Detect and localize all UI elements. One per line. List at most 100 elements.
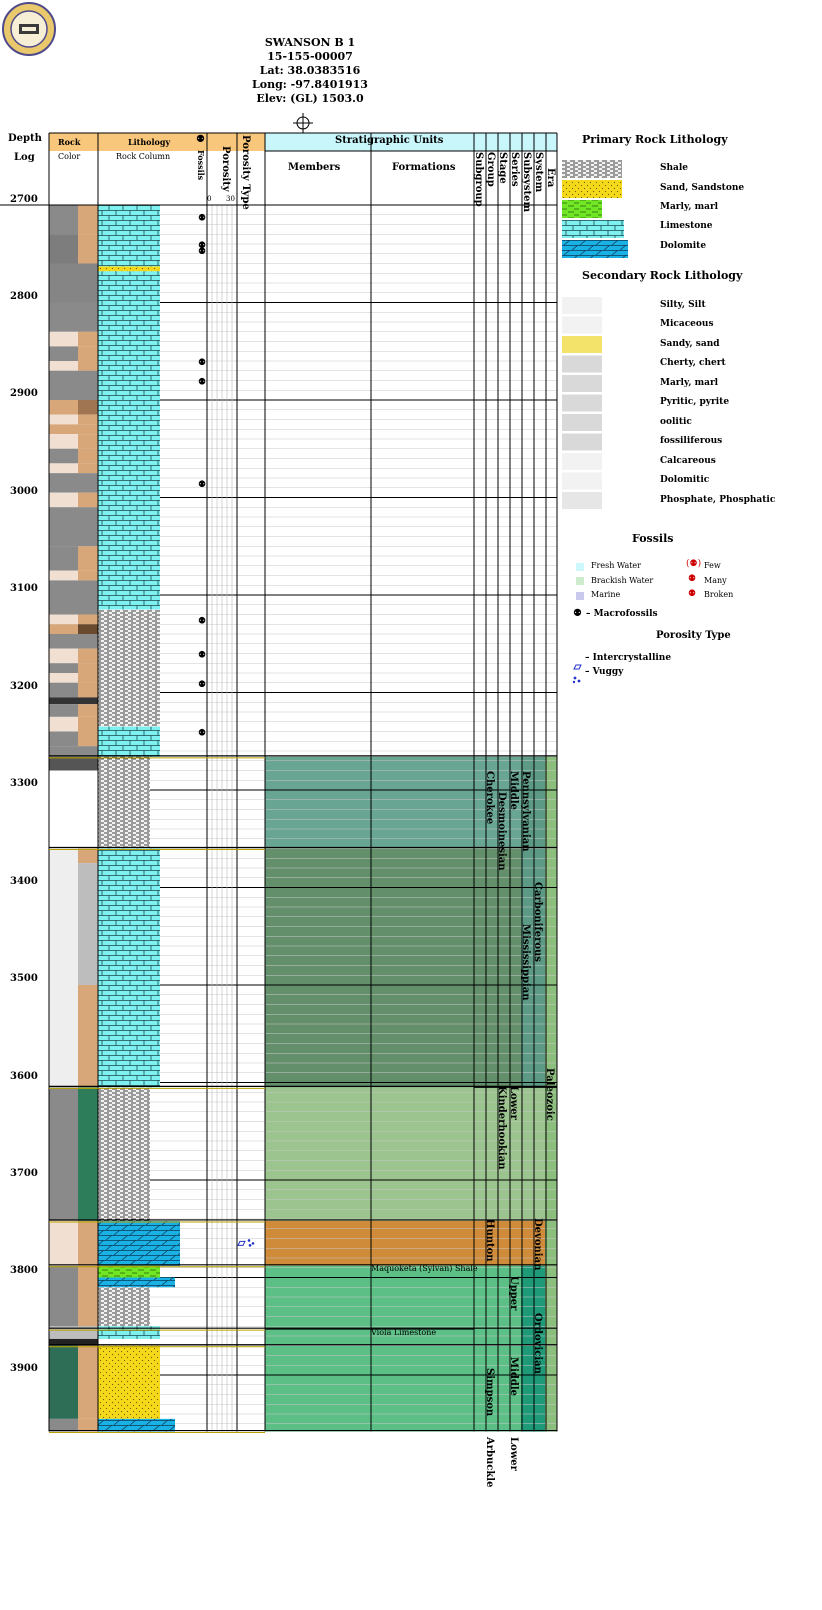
rock-color-cell <box>78 1265 98 1327</box>
primary-swatches <box>562 160 628 258</box>
lithology-bed <box>98 1220 180 1266</box>
rock-color-cell <box>78 863 98 985</box>
rock-color-cell <box>78 302 98 332</box>
rock-color-cell <box>78 716 98 732</box>
depth-label: 3900 <box>10 1363 38 1374</box>
members-header: Members <box>288 162 341 173</box>
rock-color-cell <box>78 985 98 1024</box>
rock-color-cell <box>78 331 98 347</box>
lithology-bed <box>98 848 160 1088</box>
depth-label: 2800 <box>10 291 38 302</box>
well-log-chart: ⚉⚉⚉⚉⚉⚉⚉⚉⚉⚉ <box>0 132 558 1434</box>
legend-oolitic: oolitic <box>660 417 692 427</box>
legend-marly: Marly, marl <box>660 378 719 388</box>
group-header: Group <box>485 152 496 187</box>
era-paleozoic: Paleozoic <box>544 1068 555 1121</box>
legend-shale: Shale <box>660 163 689 173</box>
rock-color-cell <box>49 361 78 371</box>
lithology-bed <box>98 380 160 508</box>
secondary-swatch <box>562 316 602 334</box>
rock-color-cell <box>78 731 98 747</box>
legend-few: Few <box>704 561 721 570</box>
fossil-marker: ⚉ <box>198 729 206 739</box>
rock-color-cell <box>78 1338 98 1346</box>
lithology-bed <box>98 1265 160 1278</box>
series-lower-miss: Lower <box>508 1086 519 1120</box>
lithology-header: Lithology <box>128 137 171 147</box>
rock-color-cell <box>49 746 78 757</box>
rock-color-cell <box>78 673 98 683</box>
rock-color-cell <box>49 1220 78 1266</box>
legend-macrofossils: – Macrofossils <box>586 609 658 619</box>
band-paleozoic <box>545 756 557 1432</box>
lithology-bed <box>98 756 150 849</box>
rock-color-cell <box>49 697 78 705</box>
subgroup-header: Subgroup <box>473 152 484 207</box>
legend-phosphatic: Phosphate, Phosphatic <box>660 495 776 505</box>
legend-silty: Silty, Silt <box>660 300 706 310</box>
group-hunton: Hunton <box>484 1219 495 1262</box>
rock-color-cell <box>49 848 78 864</box>
depth-label: 3400 <box>10 876 38 887</box>
series-lower-ord: Lower <box>508 1437 519 1471</box>
rock-color-cell <box>49 648 78 664</box>
rock-color-cell <box>78 507 98 547</box>
fossil-marker: ⚉ <box>198 680 206 690</box>
legend-sand: Sand, Sandstone <box>660 183 745 193</box>
secondary-swatch <box>562 394 602 412</box>
rock-color-cell <box>78 570 98 581</box>
rock-color-cell <box>78 697 98 705</box>
rock-color-cell <box>49 434 78 449</box>
rock-color-cell <box>78 614 98 625</box>
lithology-bed <box>98 266 160 272</box>
rock-color-cell <box>49 424 78 435</box>
rock-color-cell <box>49 570 78 581</box>
vuggy-marker <box>247 1239 251 1242</box>
marine-swatch <box>576 592 584 600</box>
header-rock-lithology <box>49 133 265 151</box>
depth-label: 2900 <box>10 388 38 399</box>
rock-color-cell <box>49 400 78 415</box>
rock-color-cell <box>78 848 98 864</box>
fossil-marker: ⚉ <box>198 358 206 368</box>
secondary-swatch <box>562 375 602 392</box>
system-header: System <box>533 152 544 193</box>
legend-limestone: Limestone <box>660 221 713 231</box>
depth-label: 3000 <box>10 486 38 497</box>
rock-color-cell <box>78 414 98 425</box>
intercrystalline-marker <box>237 1240 246 1246</box>
legend-fresh-water: Fresh Water <box>591 561 641 570</box>
rock-color-cell <box>49 234 78 264</box>
rock-color-cell <box>78 1345 98 1419</box>
legend-cherty: Cherty, chert <box>660 358 726 368</box>
rock-color-cell <box>78 1220 98 1266</box>
group-simpson: Simpson <box>484 1368 495 1417</box>
fossil-marker: ⚉ <box>198 480 206 490</box>
depth-label: 3600 <box>10 1071 38 1082</box>
rock-color-cell <box>49 1265 78 1327</box>
rock-color-cell <box>78 463 98 474</box>
depth-label: 2700 <box>10 194 38 205</box>
lithology-bed <box>98 609 160 669</box>
rock-color-cell <box>49 1338 78 1346</box>
porosity-type-header: Porosity Type <box>240 135 251 210</box>
well-long: Long: -97.8401913 <box>252 78 368 91</box>
stage-desmoinesian: Desmoinesian <box>496 792 507 871</box>
lithology-bed <box>98 271 160 381</box>
group-arbuckle: Arbuckle <box>484 1437 495 1488</box>
rock-color-cell <box>78 400 98 415</box>
header-strat-units <box>265 133 557 151</box>
rock-color-cell <box>49 1087 78 1221</box>
vuggy-icon <box>572 669 582 684</box>
band-devonian <box>265 1220 557 1266</box>
rock-color-cell <box>78 448 98 464</box>
rock-color-cell <box>78 704 98 717</box>
rock-color-cell <box>49 370 78 400</box>
rock-color-cell <box>49 580 78 615</box>
legend-marl: Marly, marl <box>660 202 719 212</box>
series-header: Series <box>509 152 520 187</box>
rock-color-cell <box>78 770 98 849</box>
stage-header: Stage <box>497 152 508 184</box>
legend-sandy: Sandy, sand <box>660 339 720 349</box>
series-upper-ord: Upper <box>508 1276 519 1311</box>
